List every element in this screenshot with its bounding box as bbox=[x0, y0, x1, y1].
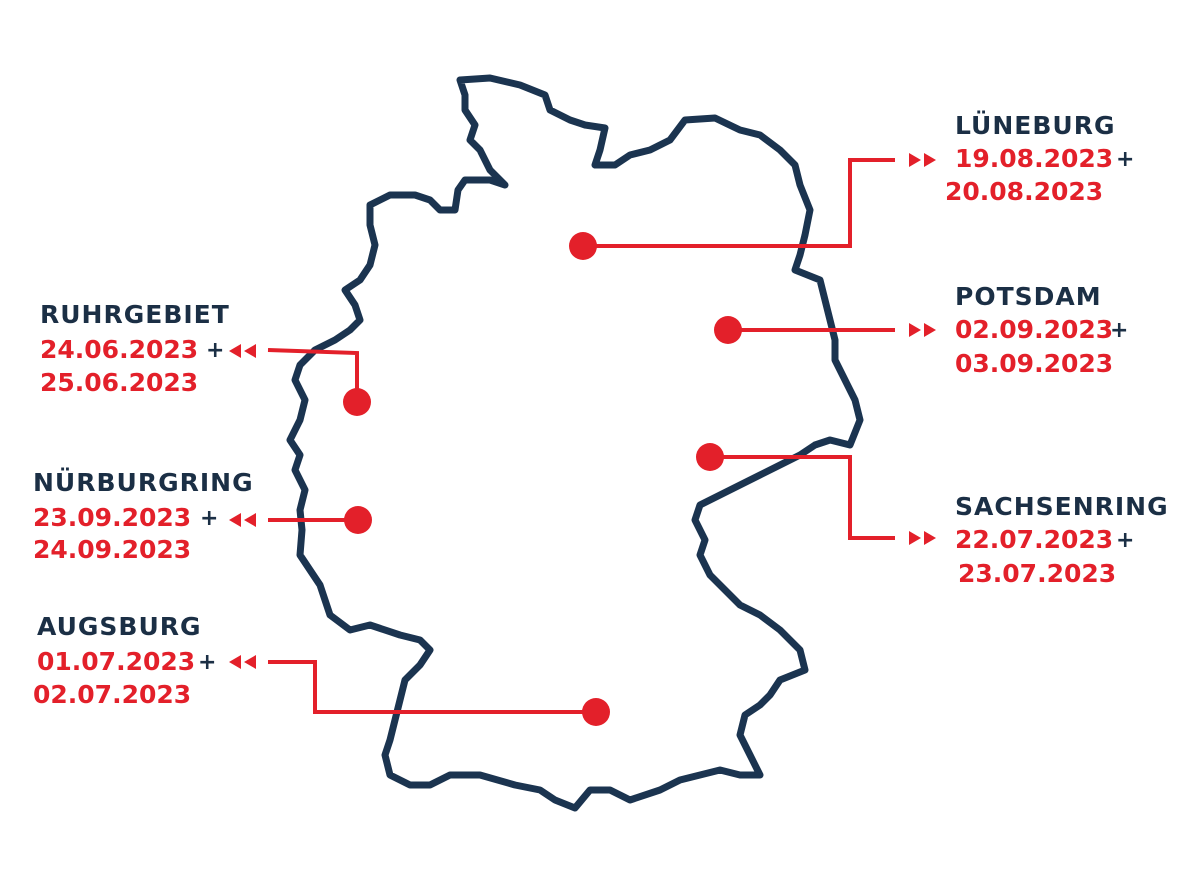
date: 24.06.2023 bbox=[40, 335, 198, 364]
location-dot bbox=[582, 698, 610, 726]
date: 25.06.2023 bbox=[40, 368, 198, 397]
connector bbox=[710, 455, 895, 540]
separator: + bbox=[206, 338, 224, 363]
location-name: RUHRGEBIET bbox=[40, 300, 230, 329]
arrow bbox=[909, 531, 921, 545]
date: 02.07.2023 bbox=[33, 680, 191, 709]
arrow bbox=[229, 513, 241, 527]
connector bbox=[268, 660, 596, 714]
date: 22.07.2023 bbox=[955, 525, 1113, 554]
date: 02.09.2023 bbox=[955, 315, 1113, 344]
date: 20.08.2023 bbox=[945, 177, 1103, 206]
arrow bbox=[244, 344, 256, 358]
connector bbox=[267, 348, 359, 402]
location-dot bbox=[696, 443, 724, 471]
location-name: POTSDAM bbox=[955, 282, 1102, 311]
connector bbox=[583, 158, 895, 248]
separator: + bbox=[1116, 147, 1134, 172]
location-name: LÜNEBURG bbox=[955, 110, 1115, 140]
date: 01.07.2023 bbox=[37, 647, 195, 676]
arrow bbox=[229, 344, 241, 358]
arrow bbox=[924, 153, 936, 167]
arrow bbox=[244, 655, 256, 669]
separator: + bbox=[200, 506, 218, 531]
arrow bbox=[924, 323, 936, 337]
location-name: AUGSBURG bbox=[37, 612, 202, 641]
country-outline bbox=[286, 74, 864, 812]
location-dot bbox=[344, 506, 372, 534]
location-name: SACHSENRING bbox=[955, 492, 1169, 521]
separator: + bbox=[1116, 528, 1134, 553]
date: 19.08.2023 bbox=[955, 144, 1113, 173]
date: 24.09.2023 bbox=[33, 535, 191, 564]
date: 23.09.2023 bbox=[33, 503, 191, 532]
arrow bbox=[909, 323, 921, 337]
separator: + bbox=[1110, 318, 1128, 343]
arrow bbox=[909, 153, 921, 167]
location-dot bbox=[343, 388, 371, 416]
arrow bbox=[244, 513, 256, 527]
date: 03.09.2023 bbox=[955, 349, 1113, 378]
location-dot bbox=[569, 232, 597, 260]
date: 23.07.2023 bbox=[958, 559, 1116, 588]
arrow bbox=[924, 531, 936, 545]
location-dot bbox=[714, 316, 742, 344]
separator: + bbox=[198, 650, 216, 675]
arrow bbox=[229, 655, 241, 669]
location-name: NÜRBURGRING bbox=[33, 467, 254, 497]
